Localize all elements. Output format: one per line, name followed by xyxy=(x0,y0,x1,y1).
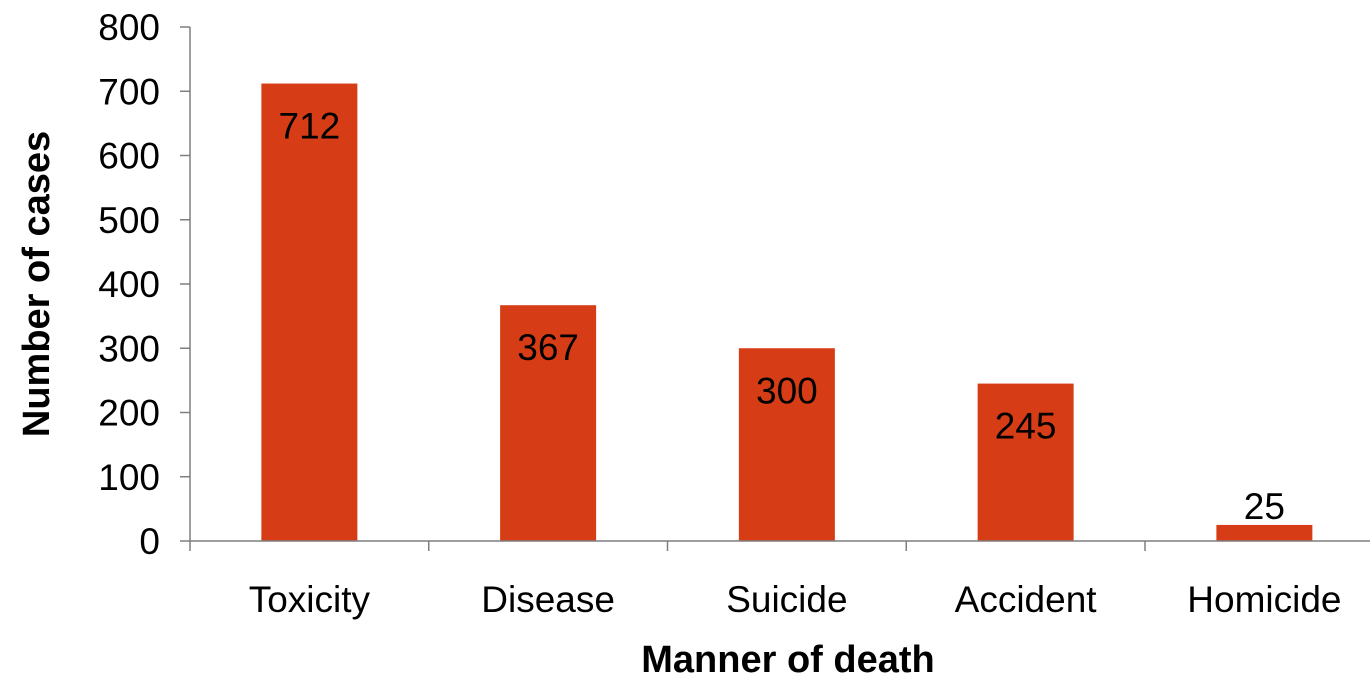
y-axis-ticks: 0 100 200 300 400 500 600 700 800 xyxy=(98,7,190,562)
category-labels: Toxicity Disease Suicide Accident Homicide xyxy=(249,579,1342,620)
category-label: Homicide xyxy=(1187,579,1341,620)
bar xyxy=(977,383,1074,541)
bar-data-label: 25 xyxy=(1244,486,1285,527)
bar-data-label: 367 xyxy=(517,327,579,368)
category-label: Disease xyxy=(481,579,615,620)
data-labels: 712 367 300 245 25 xyxy=(279,106,1285,527)
bar xyxy=(500,305,597,541)
y-tick-label: 700 xyxy=(98,71,160,112)
category-label: Accident xyxy=(955,579,1098,620)
bar xyxy=(738,348,835,541)
y-tick-label: 600 xyxy=(98,136,160,177)
bars xyxy=(261,83,1313,541)
bar-data-label: 300 xyxy=(756,370,818,411)
y-tick-label: 300 xyxy=(98,328,160,369)
bar xyxy=(1216,524,1313,541)
category-label: Toxicity xyxy=(249,579,371,620)
bar xyxy=(261,83,358,541)
y-tick-label: 200 xyxy=(98,393,160,434)
x-axis-ticks xyxy=(189,541,1146,551)
category-label: Suicide xyxy=(726,579,847,620)
y-tick-label: 400 xyxy=(98,264,160,305)
y-tick-label: 100 xyxy=(98,457,160,498)
bar-data-label: 245 xyxy=(995,406,1057,447)
x-axis-title: Manner of death xyxy=(641,639,934,680)
bar-data-label: 712 xyxy=(279,106,341,147)
y-tick-label: 0 xyxy=(139,521,160,562)
y-tick-label: 800 xyxy=(98,7,160,48)
y-axis-title: Number of cases xyxy=(16,131,58,437)
y-tick-label: 500 xyxy=(98,200,160,241)
